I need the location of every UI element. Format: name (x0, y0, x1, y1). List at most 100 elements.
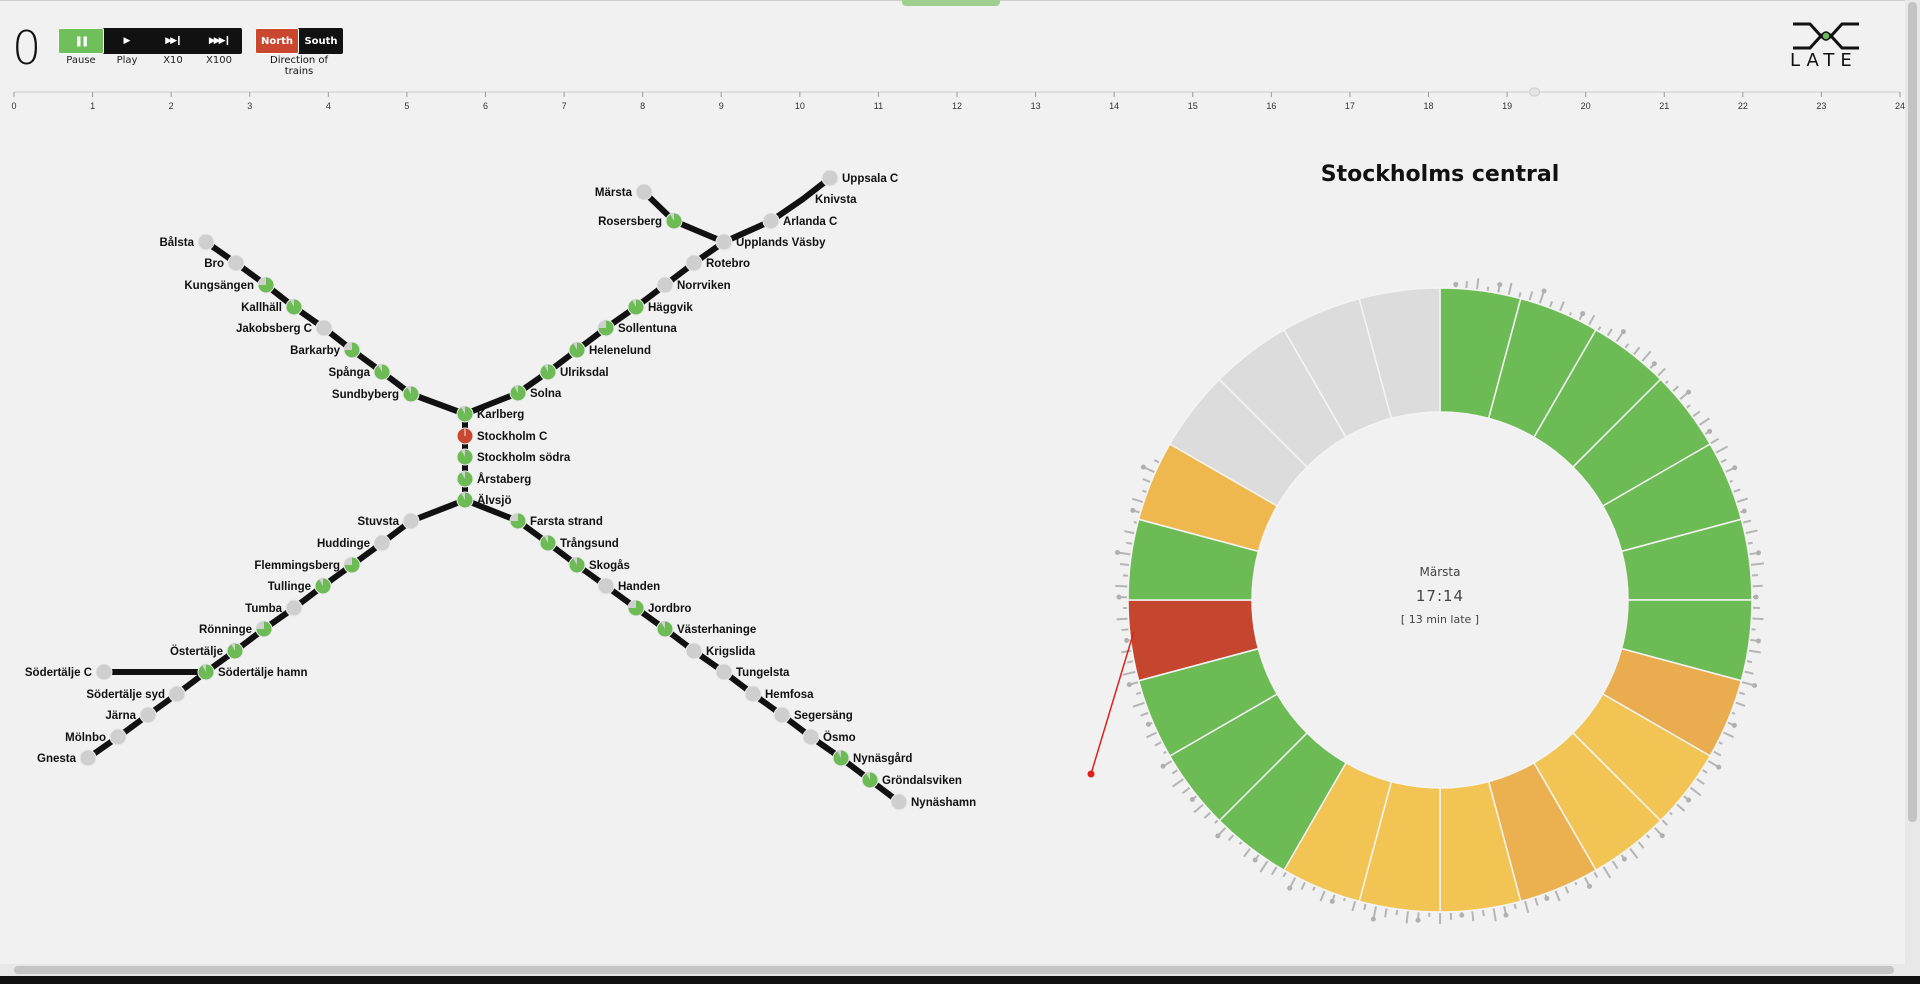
north-button[interactable]: North (255, 28, 299, 54)
station-node[interactable] (168, 685, 186, 703)
station-label[interactable]: Helenelund (589, 345, 651, 357)
station-label[interactable]: Tungelsta (736, 667, 790, 679)
station-label[interactable]: Mölnbo (65, 732, 106, 744)
station-label[interactable]: Södertälje C (25, 667, 92, 679)
x100-button[interactable]: ▶▶▶❙ (196, 28, 242, 54)
station-label[interactable]: Årstaberg (477, 473, 531, 486)
delay-segment[interactable] (1358, 287, 1441, 420)
station-node[interactable] (627, 599, 645, 617)
station-node[interactable] (95, 663, 113, 681)
vertical-scroll-thumb[interactable] (1908, 2, 1917, 822)
station-node[interactable] (257, 276, 275, 294)
station-label[interactable]: Spånga (328, 367, 370, 379)
station-label[interactable]: Skogås (589, 560, 630, 572)
station-label[interactable]: Upplands Väsby (736, 237, 826, 249)
station-node[interactable] (635, 183, 653, 201)
station-label[interactable]: Knivsta (815, 194, 857, 206)
station-label[interactable]: Västerhaninge (677, 624, 756, 636)
top-tab-indicator[interactable] (902, 0, 1000, 6)
station-node[interactable] (627, 298, 645, 316)
station-node[interactable] (656, 620, 674, 638)
station-node[interactable] (456, 491, 474, 509)
station-node[interactable] (456, 448, 474, 466)
x10-button[interactable]: ▶▶❙ (150, 28, 196, 54)
station-node[interactable] (226, 642, 244, 660)
station-node[interactable] (509, 512, 527, 530)
station-node[interactable] (832, 749, 850, 767)
station-node[interactable] (539, 363, 557, 381)
station-label[interactable]: Bro (204, 258, 224, 270)
station-label[interactable]: Rosersberg (598, 216, 662, 228)
station-node[interactable] (456, 470, 474, 488)
station-label[interactable]: Jordbro (648, 603, 691, 615)
station-label[interactable]: Jakobsberg C (236, 323, 312, 335)
station-node[interactable] (685, 642, 703, 660)
station-node[interactable] (456, 427, 474, 445)
station-label[interactable]: Tumba (245, 603, 282, 615)
station-node[interactable] (715, 663, 733, 681)
station-label[interactable]: Karlberg (477, 409, 524, 421)
station-node[interactable] (227, 254, 245, 272)
station-label[interactable]: Nynäshamn (911, 797, 976, 809)
station-node[interactable] (285, 599, 303, 617)
play-button[interactable]: ▶ (104, 28, 150, 54)
station-label[interactable]: Kungsängen (184, 280, 254, 292)
station-label[interactable]: Östertälje (170, 645, 223, 658)
station-node[interactable] (285, 298, 303, 316)
station-node[interactable] (509, 384, 527, 402)
station-node[interactable] (402, 385, 420, 403)
station-node[interactable] (861, 771, 879, 789)
station-node[interactable] (402, 512, 420, 530)
station-node[interactable] (343, 341, 361, 359)
station-node[interactable] (197, 233, 215, 251)
station-node[interactable] (314, 577, 332, 595)
station-label[interactable]: Ulriksdal (560, 367, 609, 379)
station-node[interactable] (802, 728, 820, 746)
station-label[interactable]: Märsta (595, 187, 633, 199)
horizontal-scrollbar[interactable] (0, 964, 1905, 976)
station-label[interactable]: Huddinge (317, 538, 370, 550)
station-node[interactable] (315, 319, 333, 337)
timeline-slider[interactable]: 0 1 2 3 4 5 6 7 8 9 10 11 12 13 14 15 16 17 18 19 20 21 22 23 24 (0, 80, 1905, 120)
station-label[interactable]: Gnesta (37, 753, 77, 765)
station-label[interactable]: Gröndalsviken (882, 775, 962, 787)
station-node[interactable] (79, 749, 97, 767)
station-label[interactable]: Bålsta (159, 237, 194, 249)
vertical-scrollbar[interactable] (1905, 0, 1920, 984)
station-label[interactable]: Farsta strand (530, 516, 603, 528)
station-node[interactable] (539, 534, 557, 552)
station-node[interactable] (821, 169, 839, 187)
station-node[interactable] (656, 276, 674, 294)
station-node[interactable] (890, 793, 908, 811)
station-node[interactable] (255, 620, 273, 638)
station-label[interactable]: Nynäsgård (853, 753, 912, 765)
station-node[interactable] (568, 341, 586, 359)
station-label[interactable]: Sundbyberg (332, 389, 399, 401)
station-label[interactable]: Ösmo (823, 731, 856, 744)
station-node[interactable] (568, 556, 586, 574)
station-label[interactable]: Arlanda C (783, 216, 837, 228)
station-node[interactable] (373, 534, 391, 552)
station-label[interactable]: Hemfosa (765, 689, 814, 701)
station-node[interactable] (665, 212, 683, 230)
station-label[interactable]: Barkarby (290, 345, 340, 357)
station-label[interactable]: Kallhäll (241, 302, 282, 314)
station-label[interactable]: Södertälje hamn (218, 667, 307, 679)
station-node[interactable] (456, 405, 474, 423)
station-node[interactable] (744, 685, 762, 703)
station-label[interactable]: Stuvsta (357, 516, 399, 528)
station-node[interactable] (109, 728, 127, 746)
station-label[interactable]: Handen (618, 581, 660, 593)
station-label[interactable]: Tullinge (268, 581, 311, 593)
station-label[interactable]: Häggvik (648, 302, 693, 314)
station-label[interactable]: Södertälje syd (86, 689, 165, 701)
station-label[interactable]: Flemmingsberg (254, 560, 340, 572)
pause-button[interactable]: ❚❚ (58, 28, 104, 54)
station-label[interactable]: Älvsjö (477, 494, 512, 507)
station-label[interactable]: Trångsund (560, 538, 619, 550)
station-label[interactable]: Stockholm södra (477, 452, 571, 464)
station-node[interactable] (197, 663, 215, 681)
station-label[interactable]: Sollentuna (618, 323, 677, 335)
station-label[interactable]: Segersäng (794, 710, 853, 722)
station-label[interactable]: Rotebro (706, 258, 750, 270)
